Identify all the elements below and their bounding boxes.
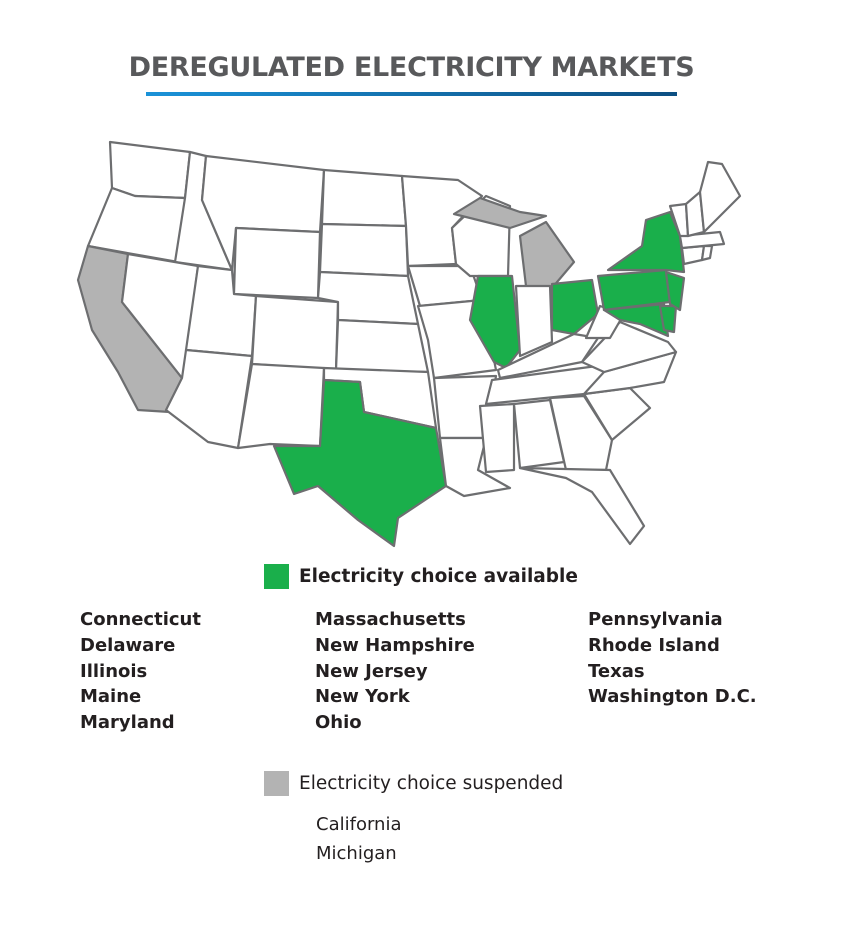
- suspended-list: California Michigan: [316, 810, 401, 868]
- state-name: New Hampshire: [315, 634, 475, 656]
- state-indiana: [514, 284, 554, 358]
- state-name: Illinois: [80, 660, 148, 682]
- state-michigan-lower: [518, 220, 576, 290]
- legend-suspended-label: Electricity choice suspended: [299, 773, 564, 794]
- state-name: Connecticut: [80, 609, 201, 630]
- available-list-col2: Massachusetts New Hampshire New Jersey N…: [315, 607, 475, 736]
- state-name: Pennsylvania: [588, 609, 723, 630]
- state-colorado: [250, 294, 340, 372]
- state-name: Maryland: [80, 712, 175, 734]
- state-name: Delaware: [80, 634, 176, 656]
- state-georgia: [548, 394, 614, 472]
- state-michigan-upper: [452, 196, 548, 230]
- state-texas: [272, 378, 448, 548]
- state-name: California: [316, 814, 402, 835]
- state-kentucky: [496, 332, 600, 380]
- state-maryland: [602, 302, 670, 338]
- state-name: New York: [315, 686, 410, 708]
- us-map: [76, 140, 742, 548]
- legend-available: Electricity choice available: [264, 564, 578, 589]
- available-list-col3: Pennsylvania Rhode Island Texas Washingt…: [588, 607, 757, 710]
- state-rhode-island: [700, 244, 714, 262]
- state-new-jersey: [664, 270, 686, 312]
- map-title: DEREGULATED ELECTRICITY MARKETS: [128, 52, 695, 83]
- state-maine: [698, 160, 742, 234]
- state-delaware: [658, 304, 678, 334]
- state-washington: [108, 140, 192, 200]
- available-swatch: [264, 564, 289, 589]
- legend-available-label: Electricity choice available: [299, 566, 578, 587]
- state-name: Washington D.C.: [588, 686, 757, 708]
- state-new-york: [606, 210, 686, 274]
- state-name: Maine: [80, 686, 142, 708]
- state-new-mexico: [236, 362, 326, 450]
- state-north-dakota: [320, 168, 408, 228]
- state-name: New Jersey: [315, 660, 428, 682]
- legend-suspended: Electricity choice suspended: [264, 771, 563, 796]
- state-south-dakota: [318, 222, 410, 278]
- state-name: Ohio: [315, 712, 362, 734]
- title-underline: [146, 92, 677, 96]
- state-ohio: [550, 278, 600, 336]
- state-name: Michigan: [316, 843, 397, 864]
- state-florida: [518, 466, 646, 546]
- suspended-swatch: [264, 771, 289, 796]
- state-name: Massachusetts: [315, 609, 466, 630]
- state-name: Texas: [588, 660, 645, 682]
- state-kansas: [334, 318, 430, 374]
- state-mississippi: [478, 402, 516, 474]
- state-wyoming: [232, 226, 322, 300]
- available-list-col1: Connecticut Delaware Illinois Maine Mary…: [80, 607, 201, 736]
- state-name: Rhode Island: [588, 634, 720, 656]
